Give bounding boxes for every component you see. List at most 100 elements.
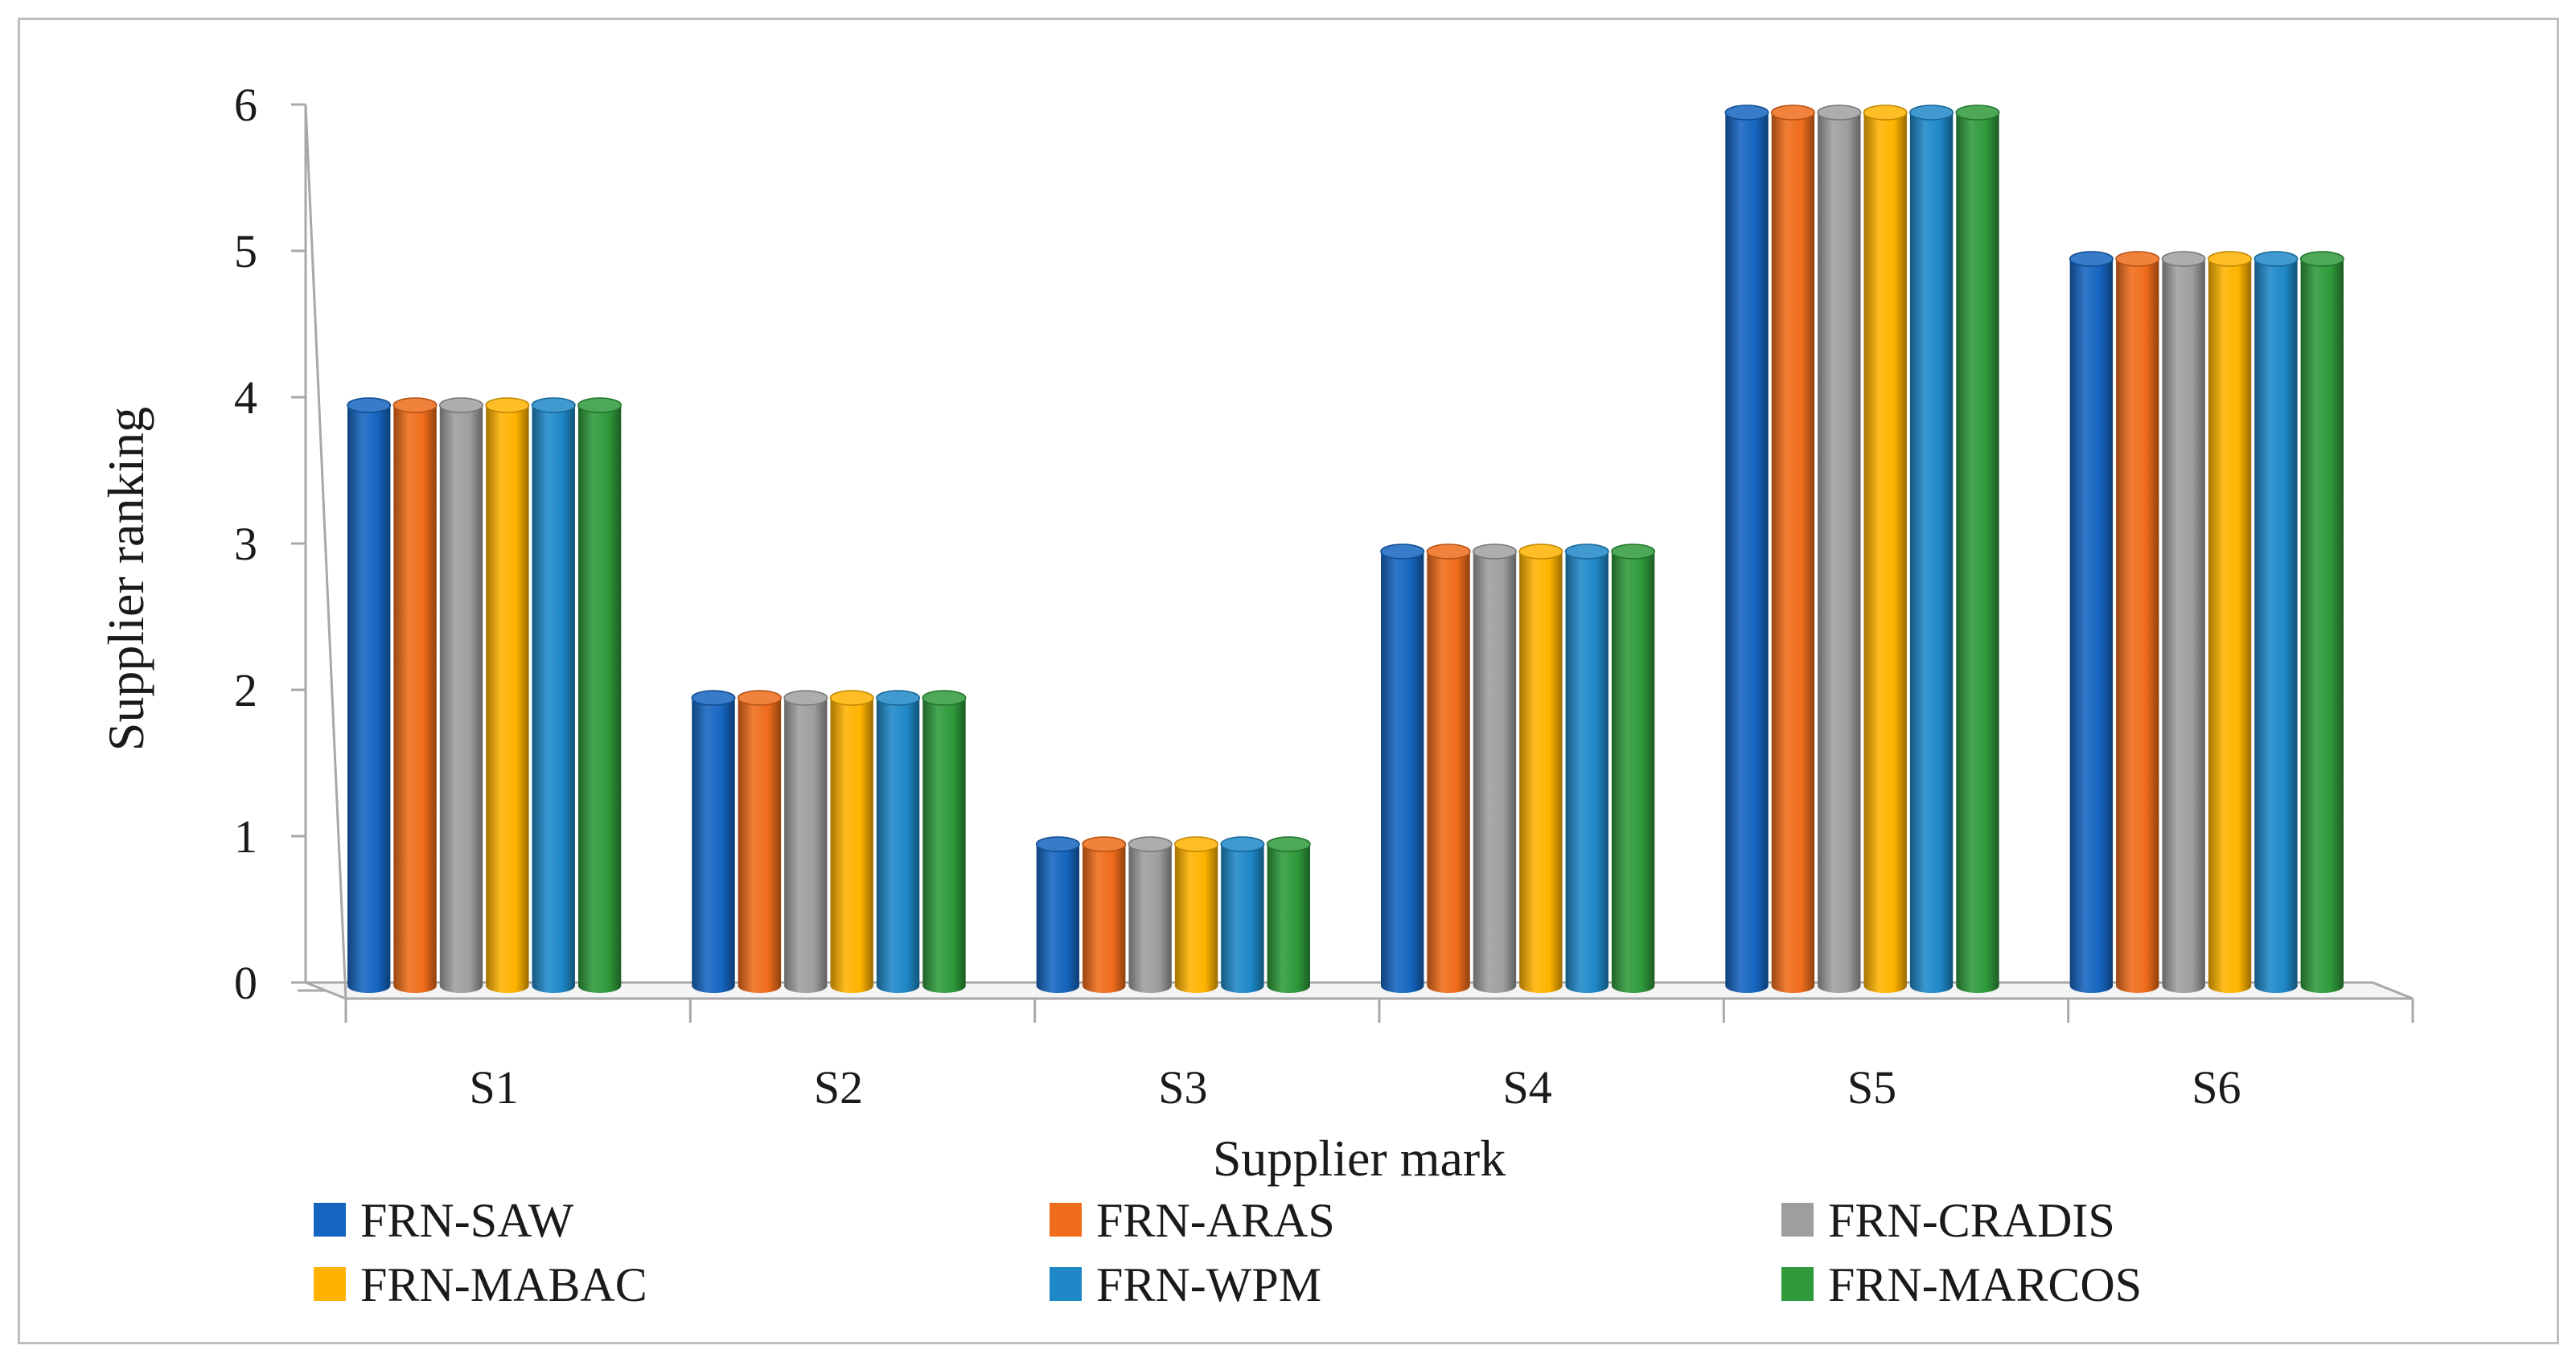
bar-top-frn-saw-s2	[691, 690, 736, 706]
legend-swatch-frn-mabac	[314, 1267, 346, 1301]
bar-frn-saw-s2	[692, 698, 735, 993]
bar-top-frn-cradis-s1	[439, 397, 483, 413]
bar-top-frn-mabac-s5	[1863, 105, 1908, 121]
bar-frn-mabac-s4	[1519, 552, 1563, 993]
bar-frn-saw-s1	[347, 405, 391, 993]
bar-top-frn-wpm-s2	[876, 690, 921, 706]
bar-frn-marcos-s1	[577, 405, 622, 993]
legend-label-frn-cradis: FRN-CRADIS	[1828, 1194, 2115, 1247]
legend-swatch-frn-saw	[314, 1203, 346, 1237]
bar-top-frn-marcos-s5	[1955, 105, 2000, 121]
bar-top-frn-aras-s6	[2115, 251, 2160, 267]
bar-frn-wpm-s4	[1565, 552, 1608, 993]
y-tick-label: 5	[234, 225, 257, 277]
bar-top-frn-cradis-s4	[1473, 544, 1517, 560]
bar-top-frn-saw-s3	[1035, 836, 1080, 852]
bar-frn-mabac-s2	[830, 698, 873, 993]
bar-top-frn-wpm-s3	[1220, 836, 1265, 852]
y-tick-label: 6	[234, 79, 257, 131]
legend-swatch-frn-aras	[1050, 1203, 1082, 1237]
bar-top-frn-aras-s2	[737, 690, 782, 706]
bar-frn-marcos-s5	[1956, 113, 1999, 993]
bar-top-frn-cradis-s5	[1817, 105, 1862, 121]
x-tick-label: S5	[1847, 1061, 1896, 1114]
bar-top-frn-wpm-s1	[531, 397, 576, 413]
bar-frn-mabac-s6	[2208, 259, 2252, 993]
bar-top-frn-wpm-s5	[1909, 105, 1954, 121]
bar-frn-cradis-s5	[1818, 113, 1861, 993]
legend-swatch-frn-cradis	[1781, 1203, 1814, 1237]
legend-swatch-frn-marcos	[1781, 1267, 1814, 1301]
bar-frn-saw-s4	[1381, 552, 1424, 993]
bar-frn-saw-s6	[2069, 259, 2114, 993]
bars	[347, 105, 2344, 993]
bar-frn-aras-s5	[1771, 113, 1815, 993]
bar-frn-wpm-s1	[532, 405, 575, 993]
bar-frn-wpm-s5	[1909, 113, 1954, 993]
bar-frn-aras-s1	[393, 405, 437, 993]
bar-frn-aras-s2	[737, 698, 782, 993]
y-tick-label: 2	[234, 664, 257, 716]
bar-top-frn-marcos-s6	[2299, 251, 2344, 267]
bar-frn-mabac-s3	[1174, 844, 1218, 993]
y-tick-label: 3	[234, 518, 257, 570]
bar-frn-cradis-s4	[1473, 552, 1517, 993]
labels: Supplier ranking Supplier mark	[97, 407, 1506, 1187]
x-tick-label: S4	[1503, 1061, 1552, 1114]
x-tick-label: S1	[470, 1061, 519, 1114]
bar-top-frn-wpm-s6	[2253, 251, 2299, 267]
bar-top-frn-marcos-s4	[1611, 544, 1656, 560]
bar-frn-marcos-s6	[2300, 259, 2344, 993]
bar-top-frn-saw-s6	[2069, 251, 2114, 267]
bar-frn-marcos-s2	[922, 698, 966, 993]
bar-top-frn-mabac-s3	[1174, 836, 1218, 852]
bar-frn-cradis-s1	[439, 405, 483, 993]
bar-frn-cradis-s3	[1128, 844, 1172, 993]
axes: 0 1 2 3 4 5 6 S1 S2 S3 S4 S5 S6	[234, 79, 2414, 1114]
legend-label-frn-aras: FRN-ARAS	[1096, 1194, 1335, 1247]
bar-frn-marcos-s3	[1267, 844, 1310, 993]
bar-frn-saw-s3	[1036, 844, 1080, 993]
bar-frn-wpm-s6	[2254, 259, 2298, 993]
x-axis-title: Supplier mark	[1213, 1130, 1506, 1187]
bar-top-frn-mabac-s2	[829, 690, 874, 706]
bar-top-frn-aras-s5	[1770, 105, 1815, 121]
bar-frn-aras-s4	[1427, 552, 1470, 993]
bar-frn-wpm-s3	[1221, 844, 1264, 993]
bar-frn-cradis-s6	[2162, 259, 2205, 993]
bar-frn-cradis-s2	[784, 698, 828, 993]
bar-top-frn-saw-s4	[1380, 544, 1425, 560]
bar-top-frn-cradis-s2	[783, 690, 828, 706]
legend-label-frn-wpm: FRN-WPM	[1096, 1258, 1321, 1311]
bar-top-frn-mabac-s1	[485, 397, 530, 413]
legend-swatch-frn-wpm	[1050, 1267, 1082, 1301]
x-tick-label: S2	[814, 1061, 863, 1114]
bar-top-frn-aras-s4	[1426, 544, 1471, 560]
legend-label-frn-mabac: FRN-MABAC	[360, 1258, 647, 1311]
bar-frn-mabac-s5	[1863, 113, 1907, 993]
bar-top-frn-cradis-s3	[1128, 836, 1173, 852]
bar-top-frn-saw-s1	[347, 397, 392, 413]
bar-top-frn-mabac-s4	[1518, 544, 1563, 560]
y-axis-depth-line	[304, 104, 347, 999]
bar-top-frn-mabac-s6	[2208, 251, 2252, 267]
y-tick-label: 0	[234, 957, 257, 1009]
bar-top-frn-saw-s5	[1724, 105, 1769, 121]
bar-frn-saw-s5	[1725, 113, 1769, 993]
bar-top-frn-marcos-s2	[922, 690, 967, 706]
legend-label-frn-saw: FRN-SAW	[360, 1194, 574, 1247]
y-axis-title: Supplier ranking	[97, 407, 154, 751]
bar-top-frn-aras-s3	[1082, 836, 1127, 852]
bar-top-frn-marcos-s1	[577, 397, 622, 413]
bar-frn-marcos-s4	[1611, 552, 1655, 993]
legend-label-frn-marcos: FRN-MARCOS	[1828, 1258, 2142, 1311]
y-tick-label: 1	[234, 810, 257, 863]
x-tick-label: S6	[2192, 1061, 2241, 1114]
bar-top-frn-wpm-s4	[1564, 544, 1609, 560]
x-tick-label: S3	[1158, 1061, 1207, 1114]
bar-top-frn-marcos-s3	[1266, 836, 1311, 852]
bar-frn-aras-s3	[1083, 844, 1126, 993]
y-tick-label: 4	[234, 371, 257, 424]
legend: FRN-SAW FRN-ARAS FRN-CRADIS FRN-MABAC FRN-WP…	[314, 1194, 2142, 1311]
